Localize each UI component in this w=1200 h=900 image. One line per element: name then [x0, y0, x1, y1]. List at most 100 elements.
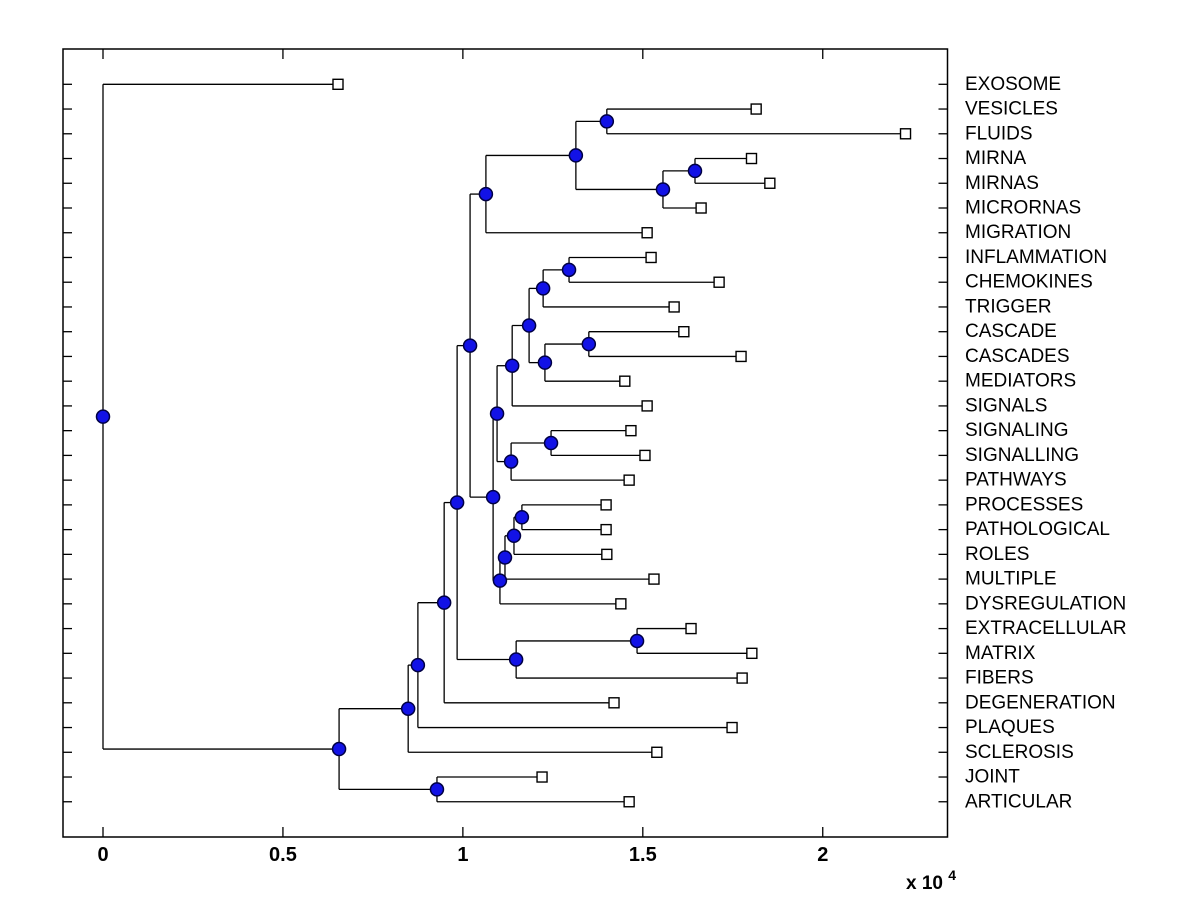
plot-frame: [62, 48, 949, 838]
internal-node-marker-N4[interactable]: [568, 148, 584, 163]
internal-node-marker-N27[interactable]: [429, 782, 445, 797]
leaf-label-fibers: FIBERS: [965, 668, 1034, 689]
internal-node-marker-N3[interactable]: [655, 182, 671, 197]
axes-frame-layer: [62, 48, 949, 838]
internal-node-marker-N11[interactable]: [504, 358, 520, 373]
leaf-marker-signals[interactable]: [641, 400, 653, 412]
leaf-label-extracellular: EXTRACELLULAR: [965, 618, 1127, 639]
internal-node-marker-N17[interactable]: [497, 550, 513, 565]
internal-node-marker-N10[interactable]: [521, 318, 537, 333]
leaf-label-fluids: FLUIDS: [965, 123, 1033, 144]
node-markers-layer: [95, 78, 912, 808]
leaf-marker-fluids[interactable]: [899, 128, 912, 140]
internal-node-marker-N8[interactable]: [581, 336, 597, 352]
leaf-label-signals: SIGNALS: [965, 395, 1047, 416]
leaf-marker-processes[interactable]: [600, 499, 612, 511]
x-tick-label-0: 0: [97, 844, 108, 866]
leaf-label-mirna: MIRNA: [965, 148, 1027, 169]
leaf-marker-signalling[interactable]: [639, 449, 651, 462]
leaf-marker-degeneration[interactable]: [608, 697, 620, 709]
internal-node-marker-N24[interactable]: [436, 595, 452, 610]
internal-node-marker-N14[interactable]: [489, 406, 505, 421]
internal-node-marker-N2[interactable]: [687, 163, 703, 179]
leaf-marker-extracellular[interactable]: [685, 622, 697, 635]
leaf-marker-mirna[interactable]: [745, 152, 758, 165]
leaf-marker-exosome[interactable]: [332, 78, 344, 91]
internal-node-marker-N16[interactable]: [506, 528, 522, 544]
internal-node-marker-N19[interactable]: [485, 489, 501, 505]
leaf-label-plaques: PLAQUES: [965, 717, 1055, 738]
leaf-marker-mirnas[interactable]: [764, 177, 776, 189]
leaf-marker-joint[interactable]: [536, 771, 548, 783]
internal-node-marker-N9[interactable]: [537, 355, 553, 370]
internal-node-marker-N12[interactable]: [543, 435, 559, 451]
leaf-marker-signaling[interactable]: [625, 424, 637, 437]
leaf-label-exosome: EXOSOME: [965, 74, 1061, 95]
leaf-label-inflammation: INFLAMMATION: [965, 247, 1107, 268]
leaf-marker-plaques[interactable]: [726, 721, 738, 734]
leaf-marker-migration[interactable]: [641, 227, 653, 239]
leaf-marker-cascades[interactable]: [735, 350, 747, 363]
leaf-marker-pathological[interactable]: [600, 523, 612, 536]
internal-node-marker-N28[interactable]: [331, 741, 347, 757]
leaf-label-signalling: SIGNALLING: [965, 445, 1079, 466]
labels-layer: EXOSOME VESICLES FLUIDS MIRNA MIRNAS MICRORNA…: [97, 74, 1126, 894]
leaf-label-vesicles: VESICLES: [965, 99, 1058, 120]
leaf-marker-inflammation[interactable]: [645, 251, 657, 264]
leaf-marker-sclerosis[interactable]: [651, 746, 663, 758]
axis-multiplier-exponent: 4: [948, 867, 956, 883]
leaf-marker-fibers[interactable]: [736, 672, 748, 684]
leaf-label-cascade: CASCADE: [965, 321, 1057, 342]
leaf-marker-pathways[interactable]: [623, 474, 635, 486]
x-tick-label-1: 0.5: [269, 844, 297, 866]
leaf-label-chemokines: CHEMOKINES: [965, 272, 1093, 293]
leaf-marker-cascade[interactable]: [678, 326, 690, 338]
internal-node-marker-N23[interactable]: [449, 495, 465, 510]
leaf-label-degeneration: DEGENERATION: [965, 692, 1116, 713]
leaf-label-sclerosis: SCLEROSIS: [965, 742, 1074, 763]
leaf-marker-mediators[interactable]: [619, 375, 631, 387]
leaf-marker-multiple[interactable]: [648, 573, 660, 585]
x-tick-label-2: 1: [457, 844, 468, 866]
x-tick-label-4: 2: [817, 844, 828, 866]
leaf-marker-vesicles[interactable]: [750, 103, 762, 115]
internal-node-marker-N25[interactable]: [410, 657, 426, 673]
internal-node-marker-N13[interactable]: [503, 454, 519, 469]
internal-node-marker-N6[interactable]: [561, 262, 577, 278]
leaf-label-micrornas: MICRORNAS: [965, 198, 1081, 219]
leaf-marker-dysregulation[interactable]: [615, 598, 627, 610]
internal-node-marker-N7[interactable]: [535, 281, 551, 296]
leaf-label-mediators: MEDIATORS: [965, 371, 1076, 392]
leaf-marker-chemokines[interactable]: [713, 276, 725, 288]
leaf-label-dysregulation: DYSREGULATION: [965, 593, 1126, 614]
leaf-marker-micrornas[interactable]: [695, 202, 707, 214]
axis-multiplier-label: x 10 4: [906, 867, 956, 894]
internal-node-marker-N5[interactable]: [478, 186, 494, 202]
branch-lines-layer: [102, 83, 906, 803]
leaf-label-roles: ROLES: [965, 544, 1029, 565]
leaf-marker-roles[interactable]: [601, 548, 613, 561]
leaf-label-signaling: SIGNALING: [965, 420, 1068, 441]
internal-node-marker-N22[interactable]: [508, 652, 524, 667]
leaf-label-joint: JOINT: [965, 767, 1020, 788]
internal-node-marker-N1[interactable]: [599, 114, 615, 129]
leaf-label-cascades: CASCADES: [965, 346, 1070, 367]
leaf-label-processes: PROCESSES: [965, 494, 1083, 515]
leaf-label-matrix: MATRIX: [965, 643, 1036, 664]
leaf-marker-matrix[interactable]: [746, 647, 758, 660]
leaf-marker-trigger[interactable]: [668, 301, 680, 313]
leaf-label-trigger: TRIGGER: [965, 296, 1052, 317]
leaf-label-mirnas: MIRNAS: [965, 173, 1039, 194]
leaf-label-pathways: PATHWAYS: [965, 470, 1067, 491]
internal-node-marker-N29[interactable]: [95, 409, 111, 424]
leaf-label-articular: ARTICULAR: [965, 791, 1072, 812]
internal-node-marker-N15[interactable]: [514, 510, 530, 525]
internal-node-marker-N18[interactable]: [492, 573, 508, 588]
axes-ticks-layer: [63, 49, 948, 837]
internal-node-marker-N26[interactable]: [400, 701, 416, 716]
internal-node-marker-N20[interactable]: [462, 338, 478, 353]
internal-node-marker-N21[interactable]: [629, 633, 645, 649]
leaf-marker-articular[interactable]: [623, 796, 635, 808]
